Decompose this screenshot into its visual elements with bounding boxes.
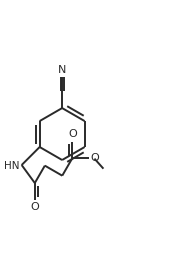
Text: HN: HN [4, 161, 20, 171]
Text: N: N [58, 65, 66, 75]
Text: O: O [68, 129, 77, 139]
Text: O: O [90, 153, 99, 163]
Text: O: O [30, 202, 39, 212]
